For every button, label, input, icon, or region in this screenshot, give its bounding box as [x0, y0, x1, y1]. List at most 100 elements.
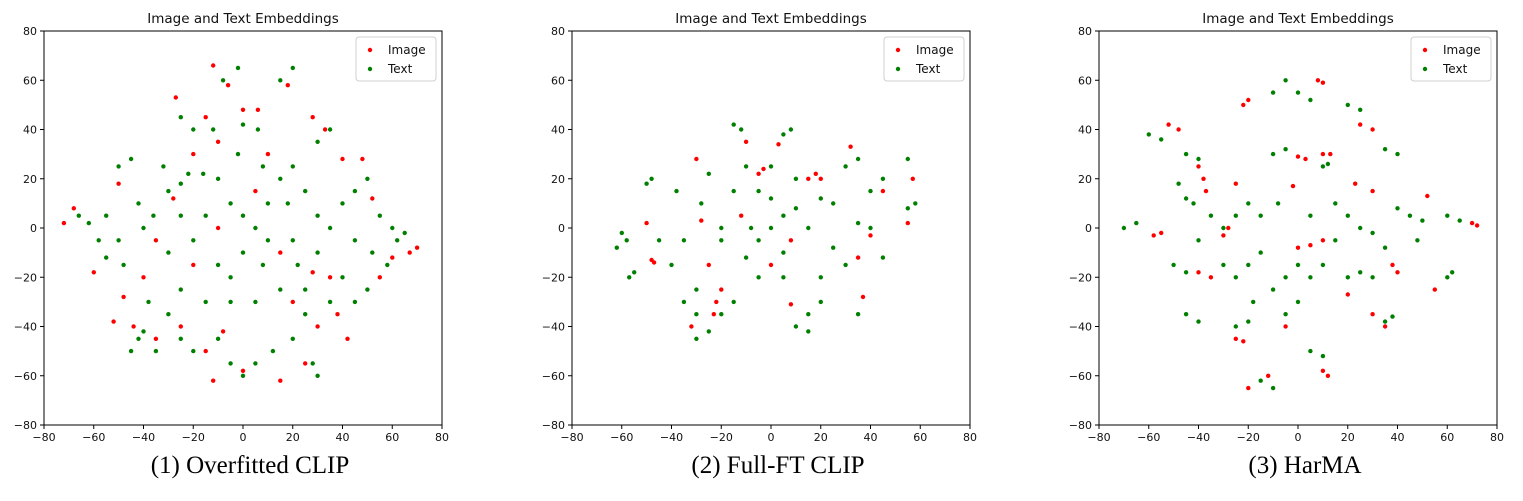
- data-point: [1266, 373, 1271, 378]
- data-point: [1290, 183, 1296, 189]
- data-point: [1183, 151, 1189, 157]
- data-point: [619, 230, 624, 236]
- data-point: [913, 201, 918, 206]
- data-point: [1345, 275, 1350, 280]
- legend-label-image: Image: [388, 43, 426, 57]
- data-point: [1295, 299, 1301, 305]
- data-point: [104, 213, 109, 218]
- data-point: [121, 262, 126, 268]
- data-point: [315, 213, 320, 218]
- data-point: [225, 83, 231, 88]
- data-point: [627, 275, 632, 280]
- data-point: [201, 171, 206, 176]
- data-point: [1308, 243, 1313, 248]
- data-point: [265, 151, 271, 157]
- data-point: [1121, 225, 1127, 231]
- legend-marker-image: [367, 47, 373, 53]
- data-point: [173, 95, 178, 100]
- y-tick-label: −80: [1069, 419, 1092, 432]
- data-point: [161, 164, 166, 169]
- data-point: [1445, 275, 1450, 280]
- data-point: [235, 65, 241, 71]
- data-point: [1275, 201, 1281, 206]
- data-point: [178, 324, 183, 329]
- y-tick-label: −40: [14, 321, 37, 334]
- data-point: [880, 188, 886, 194]
- data-point: [818, 196, 823, 201]
- data-point: [228, 361, 233, 366]
- data-point: [1395, 206, 1400, 211]
- data-point: [402, 230, 407, 236]
- data-point: [1358, 225, 1363, 231]
- data-point: [756, 171, 761, 176]
- data-point: [644, 220, 649, 226]
- data-point: [240, 122, 246, 127]
- data-point: [1295, 245, 1301, 250]
- data-point: [776, 142, 781, 147]
- data-point: [178, 115, 183, 120]
- data-point: [1201, 176, 1206, 181]
- x-tick-label: 80: [435, 431, 449, 444]
- data-point: [651, 260, 657, 265]
- data-point: [1233, 324, 1238, 329]
- data-point: [1270, 385, 1276, 391]
- data-point: [414, 245, 420, 250]
- data-point: [905, 156, 910, 162]
- x-tick-label: 20: [1341, 431, 1355, 444]
- data-point: [370, 250, 375, 255]
- x-tick-label: 80: [1490, 431, 1504, 444]
- data-point: [1246, 262, 1251, 268]
- data-point: [340, 201, 345, 206]
- data-point: [1308, 348, 1313, 354]
- data-point: [228, 299, 233, 305]
- data-point: [1196, 156, 1201, 162]
- data-point: [743, 255, 749, 260]
- data-point: [1258, 250, 1263, 255]
- data-point: [1382, 245, 1388, 250]
- data-point: [1333, 238, 1338, 243]
- y-tick-label: −20: [1069, 271, 1092, 284]
- data-point: [128, 156, 134, 162]
- data-point: [186, 171, 191, 176]
- data-point: [905, 206, 910, 211]
- y-tick-label: 80: [23, 25, 37, 38]
- legend-label-image: Image: [916, 43, 954, 57]
- data-point: [220, 78, 226, 83]
- data-point: [322, 127, 328, 132]
- data-point: [178, 181, 183, 186]
- data-point: [756, 238, 761, 243]
- data-point: [253, 225, 258, 231]
- data-point: [706, 171, 711, 176]
- series-image: [1151, 78, 1480, 391]
- data-point: [1270, 151, 1276, 157]
- data-point: [191, 151, 196, 157]
- x-tick-label: −60: [82, 431, 105, 444]
- caption-2: (2) Full-FT CLIP: [691, 452, 865, 479]
- data-point: [806, 329, 811, 334]
- y-tick-label: 60: [1078, 74, 1092, 87]
- data-point: [1233, 181, 1238, 186]
- data-point: [1353, 181, 1358, 186]
- data-point: [855, 220, 861, 226]
- data-point: [136, 336, 141, 341]
- data-point: [1283, 275, 1288, 280]
- data-point: [86, 220, 92, 226]
- data-point: [748, 225, 754, 231]
- legend-label-image: Image: [1443, 43, 1481, 57]
- data-point: [768, 225, 774, 231]
- data-point: [731, 122, 736, 127]
- data-point: [260, 262, 266, 268]
- data-point: [868, 225, 873, 231]
- data-point: [395, 238, 400, 243]
- x-tick-label: −40: [132, 431, 155, 444]
- data-point: [203, 299, 208, 305]
- data-point: [880, 255, 886, 260]
- data-point: [1320, 80, 1326, 85]
- data-point: [674, 188, 679, 194]
- data-point: [215, 176, 221, 181]
- data-point: [290, 238, 295, 243]
- data-point: [739, 213, 744, 218]
- data-point: [1382, 147, 1388, 152]
- data-point: [104, 255, 109, 260]
